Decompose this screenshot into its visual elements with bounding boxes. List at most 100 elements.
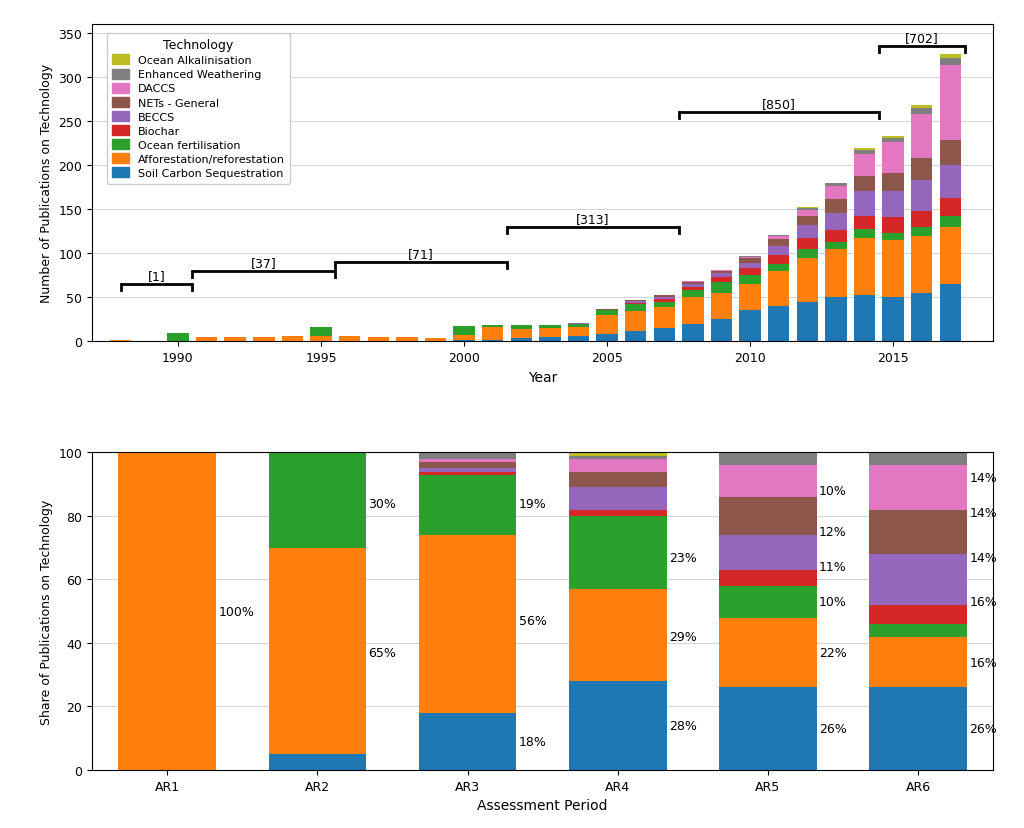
Bar bbox=[224, 338, 246, 342]
Bar bbox=[596, 311, 617, 315]
Bar bbox=[768, 247, 790, 256]
Bar bbox=[653, 296, 675, 298]
Text: 23%: 23% bbox=[669, 551, 696, 564]
Text: 28%: 28% bbox=[669, 720, 696, 732]
Bar bbox=[368, 338, 389, 342]
Bar bbox=[653, 298, 675, 300]
Bar bbox=[625, 331, 646, 342]
Bar bbox=[339, 337, 360, 342]
Bar bbox=[682, 291, 703, 298]
Bar bbox=[825, 214, 847, 231]
Bar bbox=[869, 637, 967, 687]
Bar bbox=[540, 329, 560, 338]
Bar bbox=[739, 263, 761, 269]
Bar bbox=[719, 465, 817, 498]
Bar bbox=[797, 210, 818, 217]
Bar bbox=[825, 200, 847, 214]
X-axis label: Year: Year bbox=[528, 370, 557, 384]
Bar bbox=[854, 230, 876, 239]
Bar bbox=[567, 325, 589, 328]
Bar bbox=[797, 302, 818, 342]
Text: 14%: 14% bbox=[970, 551, 997, 564]
Bar bbox=[797, 217, 818, 226]
Bar bbox=[567, 337, 589, 342]
Bar bbox=[253, 338, 274, 342]
Bar bbox=[739, 269, 761, 276]
Bar bbox=[167, 333, 188, 342]
Bar bbox=[739, 257, 761, 258]
Bar bbox=[719, 618, 817, 687]
Text: 56%: 56% bbox=[519, 614, 547, 628]
Bar bbox=[719, 570, 817, 586]
Bar bbox=[869, 453, 967, 465]
Bar bbox=[719, 687, 817, 770]
Bar bbox=[569, 453, 667, 456]
Bar bbox=[282, 337, 303, 342]
Bar bbox=[719, 498, 817, 536]
Text: 12%: 12% bbox=[819, 526, 847, 539]
Bar bbox=[268, 548, 367, 754]
Bar bbox=[911, 108, 933, 115]
Bar bbox=[911, 293, 933, 342]
Bar bbox=[454, 327, 475, 336]
Bar bbox=[682, 298, 703, 325]
Bar bbox=[569, 517, 667, 590]
Bar bbox=[711, 277, 732, 283]
Bar bbox=[625, 305, 646, 312]
Bar bbox=[869, 465, 967, 510]
Bar bbox=[911, 159, 933, 181]
Bar bbox=[883, 137, 904, 138]
Bar bbox=[797, 239, 818, 249]
Text: 16%: 16% bbox=[970, 595, 997, 609]
Bar bbox=[482, 325, 504, 328]
Bar bbox=[511, 339, 532, 342]
Bar bbox=[911, 236, 933, 293]
Bar bbox=[911, 115, 933, 159]
Bar bbox=[711, 293, 732, 320]
Bar bbox=[854, 192, 876, 217]
Bar bbox=[869, 624, 967, 637]
Bar bbox=[682, 285, 703, 287]
Bar bbox=[419, 713, 516, 770]
Bar bbox=[540, 338, 560, 342]
Bar bbox=[825, 249, 847, 298]
Bar bbox=[119, 453, 216, 770]
Bar bbox=[739, 258, 761, 259]
Bar bbox=[768, 272, 790, 306]
Bar bbox=[596, 310, 617, 311]
Bar bbox=[883, 138, 904, 143]
Bar bbox=[682, 325, 703, 342]
Text: 26%: 26% bbox=[819, 722, 847, 735]
Bar bbox=[739, 276, 761, 285]
Bar bbox=[940, 166, 962, 200]
Bar bbox=[911, 212, 933, 228]
Bar bbox=[454, 336, 475, 341]
Bar bbox=[825, 243, 847, 249]
Bar bbox=[711, 272, 732, 274]
Bar bbox=[869, 605, 967, 624]
Bar bbox=[625, 301, 646, 303]
Text: [37]: [37] bbox=[251, 257, 276, 270]
Bar bbox=[940, 217, 962, 228]
Bar bbox=[625, 303, 646, 305]
Bar bbox=[797, 258, 818, 302]
Bar bbox=[768, 236, 790, 240]
Bar bbox=[825, 187, 847, 200]
Text: 16%: 16% bbox=[970, 656, 997, 669]
Bar bbox=[653, 329, 675, 342]
Bar bbox=[719, 536, 817, 570]
Bar bbox=[419, 469, 516, 472]
Bar bbox=[511, 326, 532, 330]
Bar bbox=[911, 181, 933, 212]
Bar bbox=[511, 330, 532, 339]
Bar bbox=[711, 274, 732, 277]
Bar bbox=[719, 453, 817, 465]
Bar bbox=[854, 149, 876, 151]
Bar bbox=[310, 328, 332, 337]
Bar bbox=[682, 287, 703, 291]
Bar bbox=[569, 590, 667, 681]
Bar bbox=[797, 226, 818, 239]
Text: 22%: 22% bbox=[819, 646, 847, 659]
Bar bbox=[797, 209, 818, 210]
Bar bbox=[854, 239, 876, 296]
